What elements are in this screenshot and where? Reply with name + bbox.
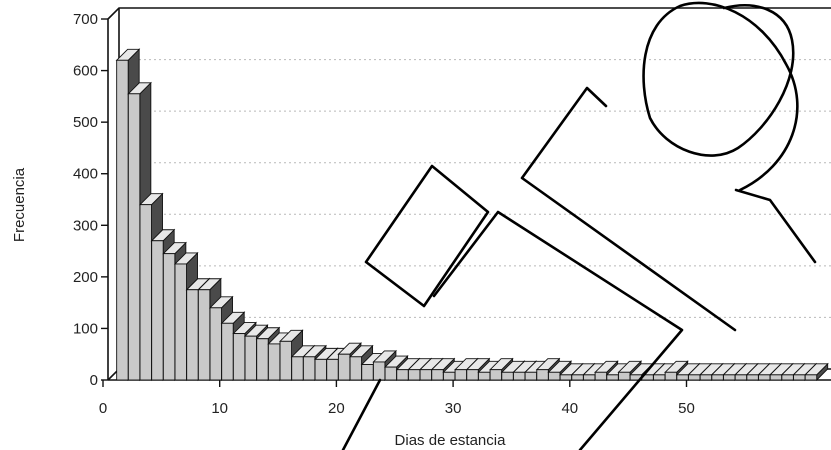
bar-front-39 (559, 374, 573, 381)
bar-front-35 (513, 371, 526, 381)
x-tick-label-40: 40 (561, 400, 578, 417)
watermark-q-tail (734, 188, 817, 264)
bar-front-5 (162, 253, 176, 381)
y-tick-label-600: 600 (73, 63, 98, 80)
bar-front-33 (489, 369, 503, 381)
watermark-q-loop (642, 1, 799, 192)
bar-front-56 (758, 374, 771, 381)
bar-front-11 (232, 333, 246, 381)
x-tick-label-0: 0 (99, 400, 107, 417)
bar-front-13 (256, 338, 269, 381)
bar-front-30 (454, 369, 468, 381)
bar-front-14 (267, 343, 281, 381)
bar-front-51 (699, 374, 713, 381)
bar-front-53 (723, 374, 736, 381)
bar-front-16 (291, 356, 304, 381)
bar-front-3 (139, 204, 152, 381)
bar-front-21 (349, 356, 363, 381)
y-tick-label-300: 300 (73, 217, 98, 234)
bar-front-27 (419, 369, 433, 381)
bar-front-59 (793, 374, 806, 381)
bar-front-32 (477, 371, 491, 381)
watermark-logo (341, 1, 817, 450)
bar-front-9 (209, 307, 222, 381)
bar-front-22 (361, 364, 374, 381)
bar-front-7 (186, 289, 199, 381)
y-tick-labels: 0 100 200 300 400 500 600 700 (73, 11, 108, 389)
bar-front-43 (606, 374, 619, 381)
bar-front-48 (664, 371, 678, 381)
bar-front-40 (571, 374, 584, 381)
bar-front-12 (244, 335, 257, 381)
bar-front-55 (746, 374, 759, 381)
bar-front-42 (594, 371, 608, 381)
bar-front-18 (314, 358, 328, 381)
y-tick-label-100: 100 (73, 320, 98, 337)
watermark-q-stroke (520, 86, 737, 332)
gridlines (119, 7, 831, 318)
bars (115, 48, 829, 382)
watermark-small-slash (364, 164, 490, 308)
bar-front-41 (583, 374, 596, 381)
bar-front-34 (501, 371, 514, 381)
bar-front-57 (769, 374, 783, 381)
watermark-large-slash (432, 210, 684, 450)
bar-front-50 (688, 374, 701, 381)
y-axis-title: Frecuencia (11, 167, 28, 242)
bar-front-44 (618, 371, 631, 381)
bar-front-25 (396, 369, 409, 381)
y-tick-label-700: 700 (73, 11, 98, 28)
bar-60 (804, 362, 829, 382)
bar-front-24 (384, 366, 398, 381)
bar-front-47 (653, 374, 666, 381)
x-axis-title: Dias de estancia (395, 432, 507, 449)
bar-front-52 (711, 374, 724, 381)
bar-front-15 (279, 340, 292, 381)
y-tick-label-200: 200 (73, 269, 98, 286)
bar-front-58 (781, 374, 794, 381)
bar-front-20 (337, 353, 351, 381)
bar-front-29 (442, 371, 456, 381)
bar-front-60 (804, 374, 818, 381)
bar-front-26 (407, 369, 421, 381)
bar-front-17 (302, 356, 316, 381)
bar-front-19 (326, 358, 339, 381)
bar-front-54 (734, 374, 748, 381)
bar-front-37 (536, 369, 549, 381)
x-tick-label-20: 20 (328, 400, 345, 417)
bar-front-23 (372, 361, 386, 381)
bar-front-36 (524, 371, 538, 381)
y-axis-wall (107, 7, 831, 380)
y-tick-label-400: 400 (73, 166, 98, 183)
x-tick-labels: 0 10 20 30 40 50 (99, 380, 695, 417)
bar-front-1 (116, 59, 129, 381)
x-tick-label-30: 30 (445, 400, 462, 417)
bar-front-28 (431, 369, 444, 381)
bar-front-4 (151, 240, 164, 381)
x-tick-label-10: 10 (211, 400, 228, 417)
bar-front-10 (221, 322, 234, 381)
bar-front-38 (548, 371, 561, 381)
bar-front-49 (676, 374, 689, 381)
y-tick-label-0: 0 (90, 372, 98, 389)
bar-front-2 (127, 93, 141, 381)
x-tick-label-50: 50 (678, 400, 695, 417)
bar-front-6 (174, 263, 187, 381)
bar-front-8 (197, 289, 211, 381)
bar-front-31 (466, 369, 479, 381)
watermark-left-stroke (341, 378, 382, 450)
y-tick-label-500: 500 (73, 114, 98, 131)
